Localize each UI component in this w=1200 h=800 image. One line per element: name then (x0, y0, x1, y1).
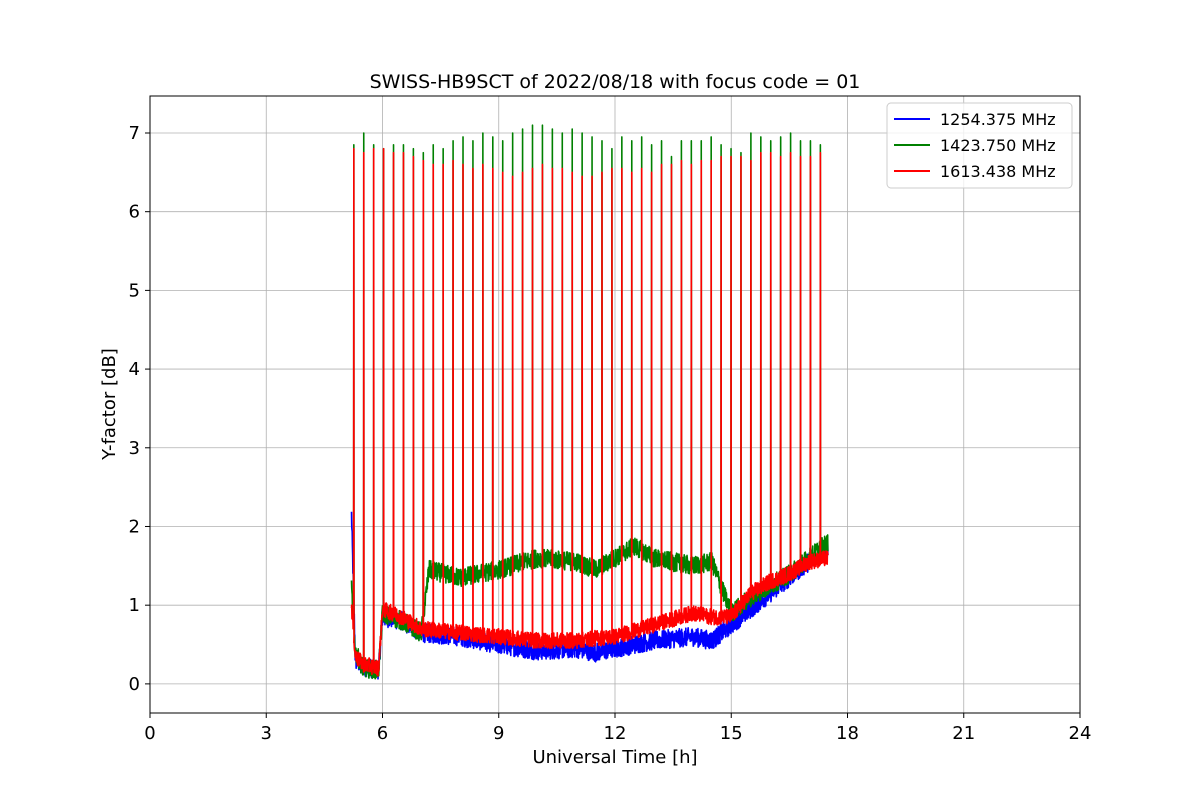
y-axis-label: Y-factor [dB] (99, 348, 120, 461)
x-tick-label: 0 (144, 723, 155, 744)
chart-title: SWISS-HB9SCT of 2022/08/18 with focus co… (370, 71, 861, 93)
x-tick-label: 6 (377, 723, 388, 744)
x-tick-label: 12 (604, 723, 627, 744)
x-tick-label: 15 (720, 723, 743, 744)
y-tick-label: 3 (129, 438, 140, 459)
x-axis-label: Universal Time [h] (532, 747, 697, 768)
legend: 1254.375 MHz 1423.750 MHz 1613.438 MHz (886, 102, 1073, 189)
legend-box (886, 102, 1073, 189)
series-line-3 (350, 147, 829, 677)
y-tick-label: 2 (129, 516, 140, 537)
y-tick-label: 1 (129, 595, 140, 616)
y-tick-label: 7 (129, 123, 140, 144)
y-tick-label: 5 (129, 280, 140, 301)
series-layer (350, 124, 829, 680)
x-tick-label: 24 (1069, 723, 1092, 744)
legend-label-1423: 1423.750 MHz (940, 136, 1056, 155)
y-tick-label: 6 (129, 202, 140, 223)
x-tick-label: 9 (493, 723, 504, 744)
legend-label-1613: 1613.438 MHz (940, 162, 1056, 181)
x-tick-label: 3 (261, 723, 272, 744)
y-tick-label: 4 (129, 359, 140, 380)
legend-label-1254: 1254.375 MHz (940, 110, 1056, 129)
y-tick-label: 0 (129, 674, 140, 695)
x-tick-label: 18 (836, 723, 859, 744)
x-tick-label: 21 (952, 723, 975, 744)
